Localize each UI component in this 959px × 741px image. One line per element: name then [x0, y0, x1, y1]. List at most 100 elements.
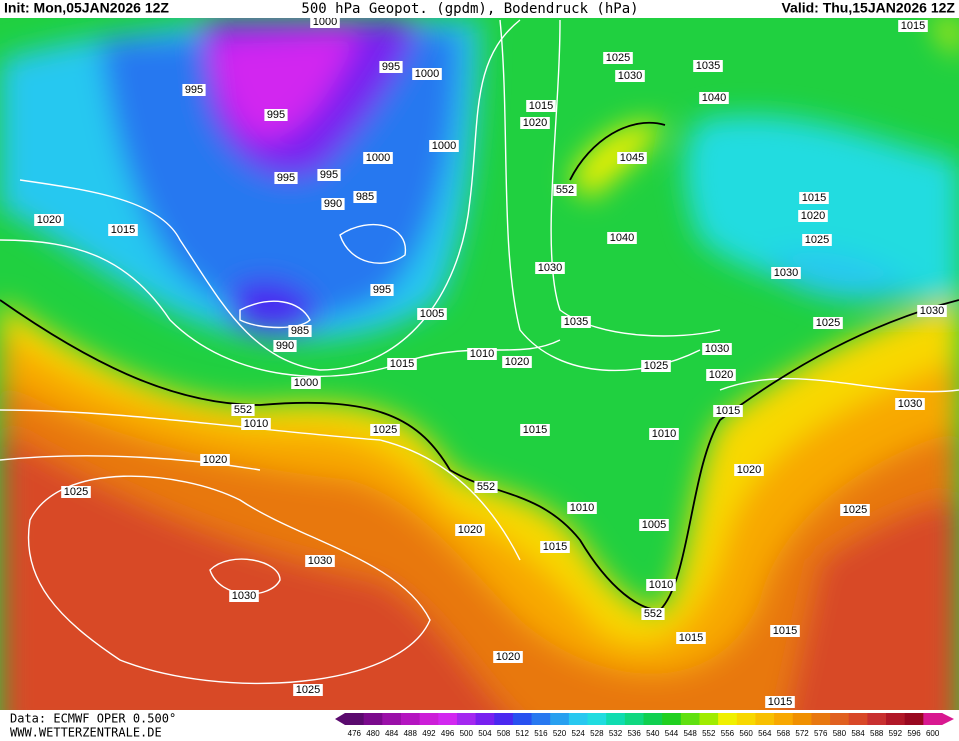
legend-value: 508 [497, 729, 511, 738]
legend-value: 592 [889, 729, 903, 738]
label-box [467, 348, 497, 360]
label-box [520, 424, 550, 436]
label-box [702, 343, 732, 355]
legend-value: 512 [516, 729, 530, 738]
legend-swatch [363, 713, 383, 725]
legend-swatch [587, 713, 607, 725]
label-box [561, 316, 591, 328]
isobar-label: 1020 [737, 464, 761, 476]
isobar-labels: 1000 995 995 1000 995 1025 1030 1035 1015 1015 102… [34, 18, 947, 708]
legend-swatch [792, 713, 812, 725]
legend-swatch [512, 713, 533, 725]
isobar-label: 1005 [642, 519, 666, 531]
isobar-label: 1010 [244, 418, 268, 430]
isobar-label: 1020 [458, 524, 482, 536]
label-box [288, 325, 312, 337]
legend-swatch [345, 713, 365, 725]
label-box [520, 117, 550, 129]
label-box [607, 232, 637, 244]
isobar-label: 1025 [296, 684, 320, 696]
label-box [274, 172, 298, 184]
label-box [706, 369, 736, 381]
init-time: Init: Mon,05JAN2026 12Z [4, 0, 169, 16]
isobar-label: 1030 [618, 70, 642, 82]
label-box [417, 308, 447, 320]
legend-value: 536 [627, 729, 641, 738]
legend-swatch [736, 713, 756, 725]
legend-value: 496 [441, 729, 455, 738]
legend-value: 588 [870, 729, 884, 738]
isobar-label: 1010 [649, 579, 673, 591]
label-box [553, 184, 577, 196]
isobar-label: 1040 [610, 232, 634, 244]
isobar-label: 1015 [679, 632, 703, 644]
isobar-label: 1020 [709, 369, 733, 381]
label-box [363, 152, 393, 164]
label-box [387, 358, 417, 370]
isobar-label: 1025 [805, 234, 829, 246]
label-box [474, 481, 498, 493]
isobar-label: 552 [556, 184, 574, 196]
label-box [641, 360, 671, 372]
legend-swatch [755, 713, 775, 725]
isobar-label: 1035 [564, 316, 588, 328]
label-box [813, 317, 843, 329]
label-box [34, 214, 64, 226]
legend-value: 564 [758, 729, 772, 738]
isobar-label: 1025 [843, 504, 867, 516]
label-box [264, 109, 288, 121]
legend-value: 500 [460, 729, 474, 738]
label-box [615, 70, 645, 82]
data-source: Data: ECMWF OPER 0.500° [10, 712, 176, 726]
label-box [567, 502, 597, 514]
label-box [765, 696, 795, 708]
legend-swatch [867, 713, 887, 725]
label-box [493, 651, 523, 663]
contour-552 [569, 121, 666, 181]
label-box [917, 305, 947, 317]
legend-arrow [942, 713, 954, 725]
isobar-label: 1030 [308, 555, 332, 567]
isobar-label: 995 [320, 169, 338, 181]
isobar-label: 1030 [774, 267, 798, 279]
label-box [734, 464, 764, 476]
map-title: 500 hPa Geopot. (gpdm), Bodendruck (hPa) [301, 1, 638, 17]
isobar-label: 990 [276, 340, 294, 352]
isobar-label: 1020 [801, 210, 825, 222]
label-box [617, 152, 647, 164]
isobars [0, 19, 959, 685]
legend-value: 596 [907, 729, 921, 738]
label-box [310, 18, 340, 28]
header-bar [0, 0, 959, 18]
isobar-label: 1000 [366, 152, 390, 164]
isobar-label: 1010 [470, 348, 494, 360]
field: 1000 995 995 1000 995 1025 1030 1035 1015 1015 102… [0, 18, 959, 710]
isobar-label: 1010 [570, 502, 594, 514]
legend-swatch [382, 713, 402, 725]
legend-swatch [904, 713, 924, 725]
legend-value: 488 [404, 729, 418, 738]
isobar-label: 1015 [390, 358, 414, 370]
legend-swatch [699, 713, 719, 725]
legend-value: 552 [702, 729, 716, 738]
label-box [379, 61, 403, 73]
legend-value: 600 [926, 729, 940, 738]
label-box [231, 404, 255, 416]
legend-swatch [848, 713, 868, 725]
label-box [798, 210, 828, 222]
legend-value: 484 [385, 729, 399, 738]
legend-swatch [531, 713, 551, 725]
isobar-label: 1015 [768, 696, 792, 708]
label-box [229, 590, 259, 602]
legend-swatch [419, 713, 439, 725]
isobar-label: 1000 [415, 68, 439, 80]
label-box [895, 398, 925, 410]
legend-value: 528 [590, 729, 604, 738]
label-box [291, 377, 321, 389]
label-box [353, 191, 377, 203]
isobar-label: 1030 [232, 590, 256, 602]
label-box [370, 284, 394, 296]
legend-swatch [624, 713, 644, 725]
legend-value: 544 [665, 729, 679, 738]
